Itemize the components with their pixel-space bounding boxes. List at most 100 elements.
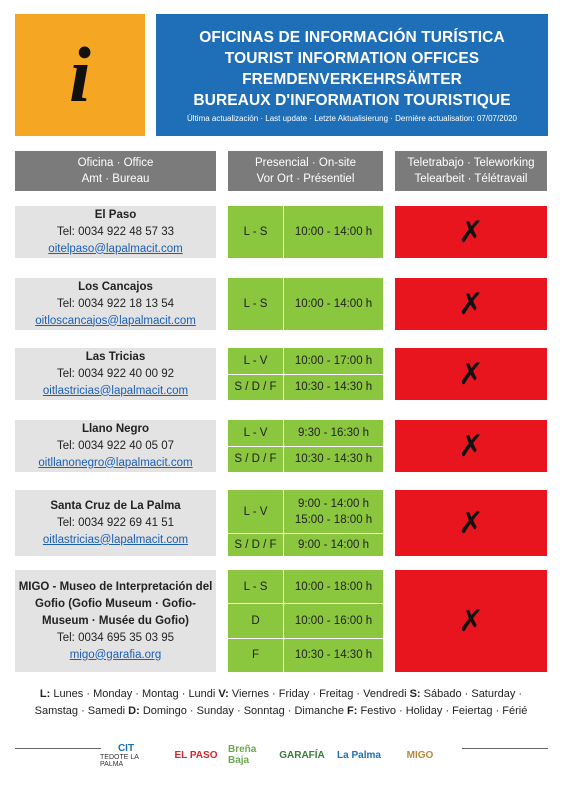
schedule-days: L - V xyxy=(228,490,284,534)
closed-x-icon: ✗ xyxy=(458,214,484,250)
schedule-hours: 9:00 - 14:00 h xyxy=(284,534,383,556)
office-email-link[interactable]: migo@garafia.org xyxy=(69,648,162,661)
closed-x-icon: ✗ xyxy=(458,286,484,322)
schedule-hours-range: 10:30 - 14:30 h xyxy=(294,649,373,662)
schedule-hours-range: 9:00 - 14:00 h xyxy=(298,539,369,552)
office-email-link[interactable]: oitlastricias@lapalmacit.com xyxy=(42,384,189,397)
cit-logo: CIT TEDOTE LA PALMA xyxy=(100,730,152,780)
column-header-remote: Teletrabajo · Teleworking Telearbeit · T… xyxy=(395,151,547,191)
migo-logo-text: MIGO xyxy=(406,749,434,761)
schedule-row: F 10:30 - 14:30 h xyxy=(228,637,383,672)
legend-text: Sábado · Saturday · xyxy=(420,688,523,700)
legend-key: L: xyxy=(39,688,51,700)
cit-logo-text: CIT xyxy=(117,742,135,754)
legend-key: V: xyxy=(218,688,229,700)
schedule-hours-range: 10:00 - 14:00 h xyxy=(294,298,373,310)
brena-baja-logo: Breña Baja xyxy=(228,730,272,780)
schedule-hours: 10:00 - 14:00 h xyxy=(284,278,383,330)
office-email-link[interactable]: oitloscancajos@lapalmacit.com xyxy=(35,314,196,327)
schedule-hours: 10:30 - 14:30 h xyxy=(284,375,383,401)
office-phone: Tel: 0034 922 48 57 33 xyxy=(56,225,175,238)
office-name: El Paso xyxy=(94,208,137,221)
office-card: Llano Negro Tel: 0034 922 40 05 07 oitllan… xyxy=(15,420,216,472)
schedule-days: F xyxy=(228,638,284,672)
title-line-en: TOURIST INFORMATION OFFICES xyxy=(224,50,480,67)
legend-text: Lunes · Monday · Montag · Lundi xyxy=(50,688,216,700)
el-paso-logo-text: EL PASO xyxy=(174,749,218,761)
legend-key: F: xyxy=(347,705,358,717)
legend-key: D: xyxy=(128,705,140,717)
last-update: Última actualización · Last update · Let… xyxy=(187,114,517,123)
column-header-office-line2: Amt · Bureau xyxy=(81,173,150,185)
migo-logo: MIGO xyxy=(392,730,448,780)
schedule-hours: 10:30 - 14:30 h xyxy=(284,447,383,473)
schedule-hours: 10:00 - 17:00 h xyxy=(284,348,383,374)
el-paso-logo: EL PASO xyxy=(172,730,220,780)
legend-text: Viernes · Friday · Freitag · Vendredi xyxy=(228,688,407,700)
schedule-hours-range: 10:30 - 14:30 h xyxy=(294,381,373,394)
schedule-days: L - S xyxy=(228,206,284,258)
footer-divider-left xyxy=(15,748,101,749)
schedule-hours: 10:00 - 18:00 h xyxy=(284,570,383,603)
onsite-schedule: L - S 10:00 - 14:00 h xyxy=(228,278,383,330)
closed-x-icon: ✗ xyxy=(458,603,484,639)
brena-baja-logo-text: Breña Baja xyxy=(228,744,257,766)
column-header-office: Oficina · Office Amt · Bureau xyxy=(15,151,216,191)
schedule-hours-range: 10:00 - 18:00 h xyxy=(294,580,373,593)
onsite-schedule: L - S 10:00 - 18:00 h D 10:00 - 16:00 h F 10:… xyxy=(228,570,383,672)
teleworking-status: ✗ xyxy=(395,278,547,330)
info-icon: i xyxy=(69,31,91,118)
schedule-row: L - V 9:30 - 16:30 h xyxy=(228,420,383,446)
closed-x-icon: ✗ xyxy=(458,356,484,392)
column-header-onsite: Presencial · On-site Vor Ort · Présentie… xyxy=(228,151,383,191)
legend-text: Domingo · Sunday · Sonntag · Dimanche xyxy=(139,705,344,717)
schedule-days: S / D / F xyxy=(228,446,284,472)
teleworking-status: ✗ xyxy=(395,570,547,672)
office-phone: Tel: 0034 922 69 41 51 xyxy=(56,516,175,529)
office-name: Santa Cruz de La Palma xyxy=(50,499,181,512)
schedule-row: L - S 10:00 - 14:00 h xyxy=(228,206,383,258)
legend-text: Samstag · Samedi xyxy=(34,705,126,717)
office-name: Las Tricias xyxy=(85,350,146,363)
office-card: Las Tricias Tel: 0034 922 40 00 92 oitlast… xyxy=(15,348,216,400)
garafia-logo-text: GARAFÍA xyxy=(279,749,325,761)
schedule-row: L - V 9:00 - 14:00 h 15:00 - 18:00 h xyxy=(228,490,383,534)
schedule-row: L - S 10:00 - 14:00 h xyxy=(228,278,383,330)
schedule-row: S / D / F 10:30 - 14:30 h xyxy=(228,373,383,401)
schedule-days: L - S xyxy=(228,278,284,330)
onsite-schedule: L - V 9:00 - 14:00 h 15:00 - 18:00 h S / D … xyxy=(228,490,383,556)
schedule-hours-range: 10:30 - 14:30 h xyxy=(294,453,373,466)
office-name: Llano Negro xyxy=(81,422,150,435)
schedule-days: L - V xyxy=(228,420,284,446)
schedule-days: S / D / F xyxy=(228,534,284,556)
title-banner: OFICINAS DE INFORMACIÓN TURÍSTICA TOURIS… xyxy=(156,14,548,136)
garafia-logo: GARAFÍA xyxy=(278,730,326,780)
footer-divider-right xyxy=(462,748,548,749)
office-card: El Paso Tel: 0034 922 48 57 33 oitelpaso@l… xyxy=(15,206,216,258)
office-email-link[interactable]: oitllanonegro@lapalmacit.com xyxy=(38,456,193,469)
office-email-link[interactable]: oitlastricias@lapalmacit.com xyxy=(42,533,189,546)
legend: L: Lunes · Monday · Montag · Lundi V: Vi… xyxy=(15,686,547,720)
office-card: MIGO - Museo de Interpretación del Gofio… xyxy=(15,570,216,672)
schedule-hours-range: 10:00 - 17:00 h xyxy=(294,354,373,367)
teleworking-status: ✗ xyxy=(395,348,547,400)
schedule-hours: 9:30 - 16:30 h xyxy=(284,420,383,446)
closed-x-icon: ✗ xyxy=(458,505,484,541)
schedule-hours-range: 10:00 - 14:00 h xyxy=(294,226,373,238)
schedule-hours: 10:30 - 14:30 h xyxy=(284,639,383,672)
schedule-hours: 10:00 - 16:00 h xyxy=(284,604,383,637)
schedule-days: L - V xyxy=(228,348,284,374)
title-line-es: OFICINAS DE INFORMACIÓN TURÍSTICA xyxy=(199,29,505,46)
onsite-schedule: L - S 10:00 - 14:00 h xyxy=(228,206,383,258)
schedule-row: L - V 10:00 - 17:00 h xyxy=(228,348,383,374)
title-line-fr: BUREAUX D'INFORMATION TOURISTIQUE xyxy=(193,92,511,109)
office-name: Los Cancajos xyxy=(78,280,153,293)
office-phone: Tel: 0034 922 18 13 54 xyxy=(56,297,175,310)
la-palma-logo-text: La Palma xyxy=(337,749,381,761)
office-email-link[interactable]: oitelpaso@lapalmacit.com xyxy=(48,242,183,255)
column-header-remote-line1: Teletrabajo · Teleworking xyxy=(407,157,535,169)
schedule-hours: 10:00 - 14:00 h xyxy=(284,206,383,258)
schedule-hours: 9:00 - 14:00 h 15:00 - 18:00 h xyxy=(284,490,383,533)
schedule-row: S / D / F 9:00 - 14:00 h xyxy=(228,533,383,556)
onsite-schedule: L - V 10:00 - 17:00 h S / D / F 10:30 - 14:… xyxy=(228,348,383,400)
